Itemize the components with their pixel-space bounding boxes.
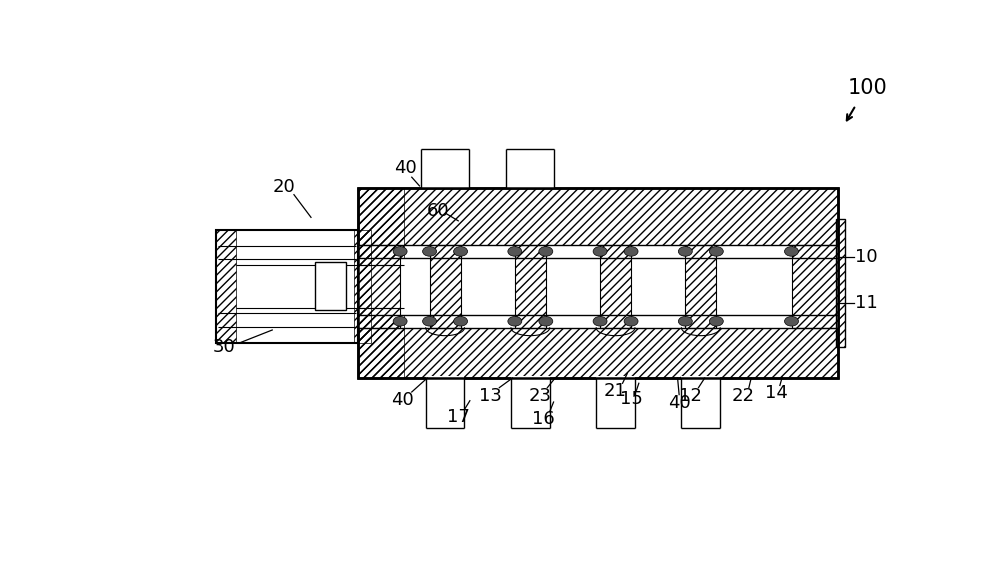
Text: 30: 30 — [213, 338, 236, 357]
Bar — [720, 188, 740, 428]
Bar — [421, 149, 469, 188]
Bar — [216, 230, 236, 343]
Text: 17: 17 — [447, 408, 470, 426]
Bar — [681, 376, 720, 428]
Bar — [358, 188, 838, 378]
Bar — [492, 188, 511, 428]
Bar — [315, 263, 346, 310]
Text: 15: 15 — [620, 390, 643, 408]
Ellipse shape — [539, 316, 553, 326]
Bar — [635, 188, 654, 428]
Bar — [430, 245, 461, 328]
Text: 40: 40 — [394, 159, 417, 177]
Text: 20: 20 — [272, 178, 295, 196]
Ellipse shape — [709, 316, 723, 326]
Bar — [515, 245, 546, 328]
Bar — [600, 245, 631, 328]
Bar — [596, 376, 635, 428]
Bar — [464, 188, 484, 428]
Text: 13: 13 — [479, 387, 502, 405]
Bar — [836, 219, 845, 348]
Text: 12: 12 — [679, 387, 702, 405]
Bar — [577, 188, 596, 428]
Bar — [216, 230, 358, 343]
Ellipse shape — [423, 316, 437, 326]
Bar — [430, 245, 461, 328]
Ellipse shape — [423, 247, 437, 256]
Text: 22: 22 — [732, 387, 755, 405]
Text: 23: 23 — [528, 387, 551, 405]
Bar — [550, 188, 569, 428]
Ellipse shape — [678, 247, 692, 256]
Ellipse shape — [454, 247, 468, 256]
Ellipse shape — [709, 247, 723, 256]
Ellipse shape — [393, 316, 407, 326]
Text: 11: 11 — [855, 294, 878, 312]
Bar — [662, 188, 681, 428]
Ellipse shape — [393, 247, 407, 256]
Ellipse shape — [678, 316, 692, 326]
Text: 100: 100 — [848, 78, 887, 98]
Ellipse shape — [785, 316, 798, 326]
Bar — [792, 245, 838, 328]
Ellipse shape — [624, 316, 638, 326]
Text: 60: 60 — [427, 202, 449, 220]
Text: 14: 14 — [765, 384, 787, 403]
Ellipse shape — [508, 316, 522, 326]
Bar — [358, 245, 400, 328]
Ellipse shape — [624, 247, 638, 256]
Ellipse shape — [508, 247, 522, 256]
Bar — [426, 376, 464, 428]
Bar — [685, 245, 716, 328]
Bar — [406, 188, 426, 428]
Bar — [685, 245, 716, 328]
Text: 21: 21 — [603, 382, 626, 400]
Ellipse shape — [593, 316, 607, 326]
Text: 40: 40 — [391, 391, 414, 409]
Bar — [600, 245, 631, 328]
Ellipse shape — [593, 247, 607, 256]
Ellipse shape — [539, 247, 553, 256]
Text: 16: 16 — [532, 411, 555, 429]
Bar — [358, 245, 838, 328]
Bar — [515, 245, 546, 328]
Text: 10: 10 — [855, 248, 878, 266]
Ellipse shape — [785, 247, 798, 256]
Bar — [354, 230, 371, 343]
Bar — [358, 258, 838, 315]
Bar — [358, 188, 838, 378]
Bar — [358, 245, 400, 328]
Ellipse shape — [454, 316, 468, 326]
Bar — [506, 149, 554, 188]
Bar — [358, 188, 404, 378]
Bar — [792, 245, 838, 328]
Text: 40: 40 — [668, 394, 690, 412]
Bar — [511, 376, 550, 428]
